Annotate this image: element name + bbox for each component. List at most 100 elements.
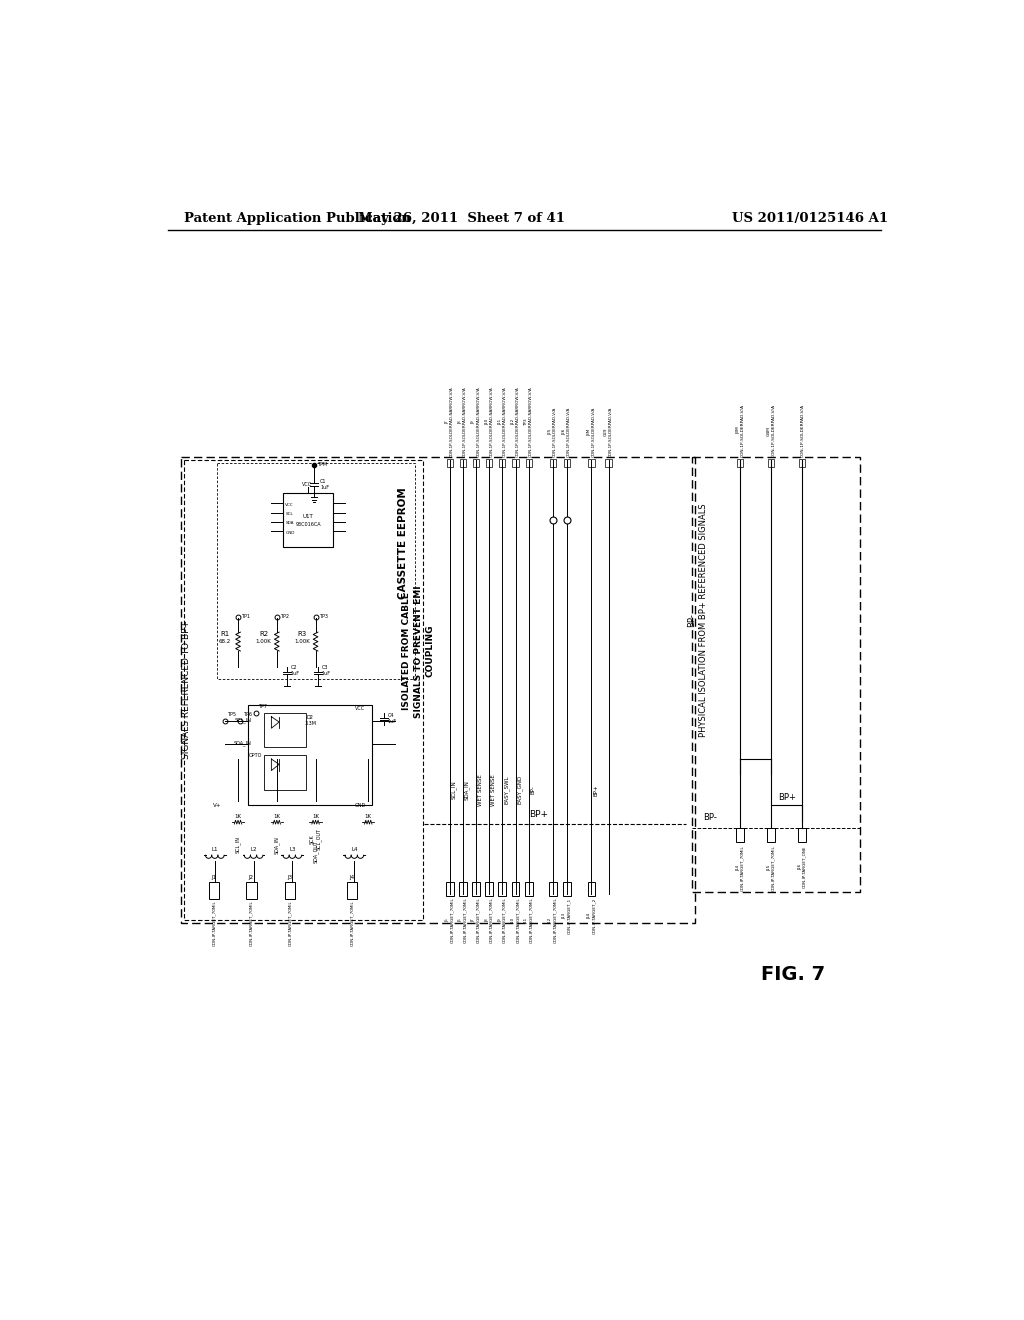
Bar: [563, 882, 570, 896]
Text: BP+: BP+: [593, 784, 598, 796]
Bar: [460, 459, 466, 467]
Text: WET SENSE: WET SENSE: [477, 774, 482, 805]
Text: J15
CON-IP-TARGET_70MIL: J15 CON-IP-TARGET_70MIL: [767, 845, 775, 891]
Text: CON-IP-TARGET_70MIL: CON-IP-TARGET_70MIL: [212, 900, 216, 946]
Bar: [346, 882, 357, 899]
Text: ISOLATED FROM CABLE
SIGNALS TO PREVENT EMI
COUPLING: ISOLATED FROM CABLE SIGNALS TO PREVENT E…: [402, 585, 435, 718]
Text: 93C016CA: 93C016CA: [295, 521, 321, 527]
Text: J3: J3: [288, 875, 293, 880]
Bar: [473, 459, 479, 467]
Text: SCL: SCL: [286, 512, 293, 516]
Text: TP7: TP7: [258, 704, 267, 709]
Bar: [550, 459, 556, 467]
Text: J11
CON-IP-TARGET_70MIL: J11 CON-IP-TARGET_70MIL: [524, 898, 532, 944]
Text: L3: L3: [289, 847, 296, 853]
Text: BP+: BP+: [778, 793, 796, 803]
Text: J14
CON-IP-TARGET_2: J14 CON-IP-TARGET_2: [587, 898, 596, 933]
Bar: [446, 459, 453, 467]
Bar: [799, 829, 806, 842]
Text: C4
1uF: C4 1uF: [388, 713, 396, 723]
Text: J10
CON-1P-SOLDERPAD-NARROW-V/A: J10 CON-1P-SOLDERPAD-NARROW-V/A: [484, 387, 494, 457]
Text: J12
CON-1P-SOLDERPAD-NARROW-V/A: J12 CON-1P-SOLDERPAD-NARROW-V/A: [511, 387, 520, 457]
Bar: [246, 882, 257, 899]
Text: GND: GND: [286, 531, 295, 535]
Text: WET SENSE: WET SENSE: [490, 774, 496, 805]
Text: J12
CON-IP-TARGET_70MIL: J12 CON-IP-TARGET_70MIL: [549, 898, 557, 944]
Bar: [180, 457, 695, 923]
Bar: [524, 882, 532, 896]
Text: TP6: TP6: [243, 711, 252, 717]
Bar: [589, 459, 595, 467]
Text: C1
1uF: C1 1uF: [321, 479, 329, 490]
Text: D2
3.3M: D2 3.3M: [304, 715, 316, 726]
Text: L2: L2: [250, 847, 257, 853]
Text: J5
CON-IP-TARGET_70MIL: J5 CON-IP-TARGET_70MIL: [445, 898, 454, 944]
Text: G29
CON-1P-SOLDERPAD-V/A: G29 CON-1P-SOLDERPAD-V/A: [604, 407, 612, 457]
Text: J3M
CON-1P-SOLDERPAD-V/A: J3M CON-1P-SOLDERPAD-V/A: [736, 404, 744, 457]
Text: J26
CON-1P-SOLDERPAD-V/A: J26 CON-1P-SOLDERPAD-V/A: [562, 407, 571, 457]
Bar: [512, 459, 518, 467]
Text: TP2: TP2: [280, 614, 289, 619]
Text: 1.00K: 1.00K: [295, 639, 310, 644]
Text: BP-
PHYSICAL ISOLATION FROM BP+ REFERENCED SIGNALS: BP- PHYSICAL ISOLATION FROM BP+ REFERENC…: [687, 504, 709, 737]
Text: SDA_IN: SDA_IN: [274, 836, 280, 854]
Text: EASY_GND: EASY_GND: [517, 775, 522, 804]
Text: G4M
CON-1P-SOLDERPAD-V/A: G4M CON-1P-SOLDERPAD-V/A: [767, 404, 775, 457]
Text: CON-IP-TARGET_70MIL: CON-IP-TARGET_70MIL: [288, 900, 292, 946]
Bar: [445, 882, 454, 896]
Bar: [767, 829, 775, 842]
Text: TP1: TP1: [241, 614, 250, 619]
Text: SDA_IN: SDA_IN: [234, 741, 252, 746]
Text: SDA_IN: SDA_IN: [464, 780, 470, 800]
Text: SCL_IN: SCL_IN: [234, 718, 252, 723]
Text: BP+: BP+: [529, 810, 548, 818]
Text: SDA_OUT: SDA_OUT: [312, 840, 318, 863]
Text: SCL_IN: SCL_IN: [452, 780, 457, 799]
Bar: [209, 882, 219, 899]
Text: 68.2: 68.2: [219, 639, 231, 644]
Text: FIG. 7: FIG. 7: [761, 965, 825, 985]
Text: OPTO: OPTO: [249, 752, 262, 758]
Text: R3: R3: [298, 631, 307, 638]
Text: 1K: 1K: [365, 814, 372, 820]
Bar: [499, 882, 506, 896]
Text: J1: J1: [212, 875, 217, 880]
Text: J6
CON-IP-TARGET_70MIL: J6 CON-IP-TARGET_70MIL: [459, 898, 467, 944]
Bar: [500, 459, 506, 467]
Text: J10
CON-IP-TARGET_70MIL: J10 CON-IP-TARGET_70MIL: [511, 898, 520, 944]
Bar: [459, 882, 467, 896]
Bar: [217, 463, 415, 678]
Text: J4: J4: [349, 875, 354, 880]
Text: C3
1uF: C3 1uF: [322, 665, 331, 676]
Bar: [263, 713, 306, 747]
Text: J7
CON-1P-SOLDERPAD-NARROW-V/A: J7 CON-1P-SOLDERPAD-NARROW-V/A: [445, 387, 454, 457]
Text: 1K: 1K: [234, 814, 242, 820]
Text: R2: R2: [259, 631, 268, 638]
Text: CON-IP-TARGET_70MIL: CON-IP-TARGET_70MIL: [249, 900, 253, 946]
Text: J3M
CON-1P-SOLDERPAD-V/A: J3M CON-1P-SOLDERPAD-V/A: [587, 407, 596, 457]
Text: May 26, 2011  Sheet 7 of 41: May 26, 2011 Sheet 7 of 41: [357, 213, 565, 224]
Bar: [512, 882, 519, 896]
Text: VCC: VCC: [286, 503, 294, 507]
Text: TPM: TPM: [317, 462, 328, 466]
Bar: [285, 882, 295, 899]
Text: R1: R1: [220, 631, 229, 638]
Bar: [768, 459, 774, 467]
Text: TP5: TP5: [227, 711, 237, 717]
Text: GND: GND: [355, 803, 367, 808]
Text: C2
1uF: C2 1uF: [291, 665, 300, 676]
Bar: [605, 459, 611, 467]
Text: VCC: VCC: [355, 706, 366, 711]
Bar: [736, 829, 744, 842]
Text: L1: L1: [212, 847, 218, 853]
Bar: [485, 882, 493, 896]
Bar: [525, 459, 531, 467]
Text: U1T: U1T: [303, 513, 313, 519]
Bar: [472, 882, 480, 896]
Bar: [563, 459, 569, 467]
Bar: [248, 705, 372, 805]
Text: SIGNALS REFERENCED TO BP+: SIGNALS REFERENCED TO BP+: [182, 620, 191, 759]
Text: TP3: TP3: [318, 614, 328, 619]
Text: J8
CON-1P-SOLDERPAD-NARROW-V/A: J8 CON-1P-SOLDERPAD-NARROW-V/A: [459, 387, 467, 457]
Bar: [799, 459, 805, 467]
